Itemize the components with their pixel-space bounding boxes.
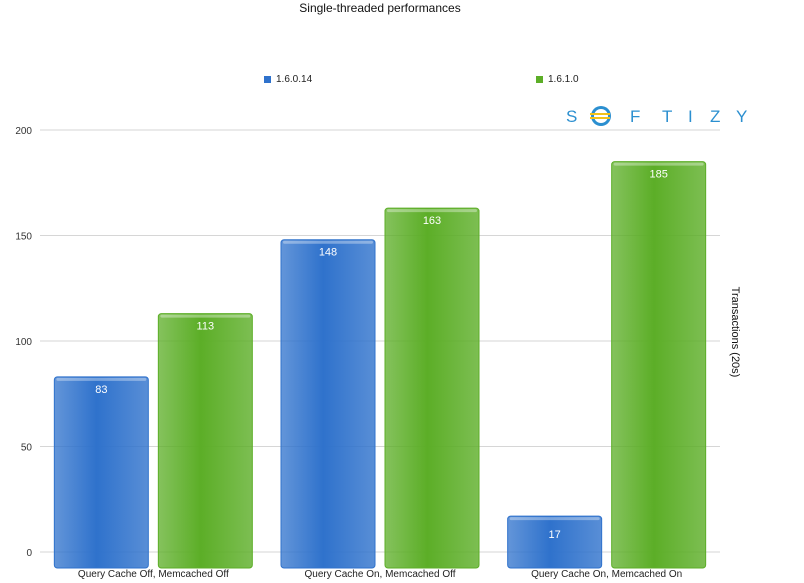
legend-label: 1.6.1.0: [548, 74, 579, 85]
bar: [384, 207, 480, 569]
data-label: 113: [197, 321, 215, 333]
x-category-label: Query Cache On, Memcached On: [531, 569, 682, 580]
svg-text:Z: Z: [710, 107, 720, 126]
softizy-logo: S F T I Z Y: [566, 106, 747, 126]
legend-item-series-2: 1.6.1.0: [536, 74, 579, 85]
y-tick-label: 0: [26, 548, 32, 559]
x-category-label: Query Cache On, Memcached Off: [305, 569, 456, 580]
bar-highlight: [509, 517, 600, 521]
svg-text:S: S: [566, 107, 578, 126]
svg-text:T: T: [662, 107, 672, 126]
bar: [507, 515, 603, 569]
data-label: 17: [549, 529, 561, 541]
data-label: 185: [649, 169, 667, 181]
legend-swatch-green: [536, 76, 543, 83]
bar: [157, 313, 253, 569]
chart-title: Single-threaded performances: [299, 1, 461, 15]
data-label: 148: [319, 247, 337, 259]
y-tick-label: 150: [15, 232, 32, 243]
data-label: 83: [95, 384, 107, 396]
data-label: 163: [423, 215, 441, 227]
bar-highlight: [283, 240, 373, 244]
bar-highlight: [160, 314, 251, 318]
bar-highlight: [56, 377, 147, 381]
legend-label: 1.6.0.14: [276, 74, 313, 85]
bar: [53, 376, 149, 569]
y-tick-label: 100: [15, 337, 32, 348]
y-tick-label: 50: [21, 443, 33, 454]
legend-swatch-blue: [264, 76, 271, 83]
bar-highlight: [387, 209, 477, 213]
bar: [611, 161, 707, 569]
bar-highlight: [613, 162, 704, 166]
svg-text:I: I: [688, 107, 693, 126]
svg-text:Y: Y: [736, 107, 747, 126]
bar: [280, 239, 376, 569]
y-tick-label: 200: [15, 126, 32, 137]
legend-item-series-1: 1.6.0.14: [264, 74, 312, 85]
svg-text:F: F: [630, 107, 640, 126]
x-category-label: Query Cache Off, Memcached Off: [78, 569, 229, 580]
